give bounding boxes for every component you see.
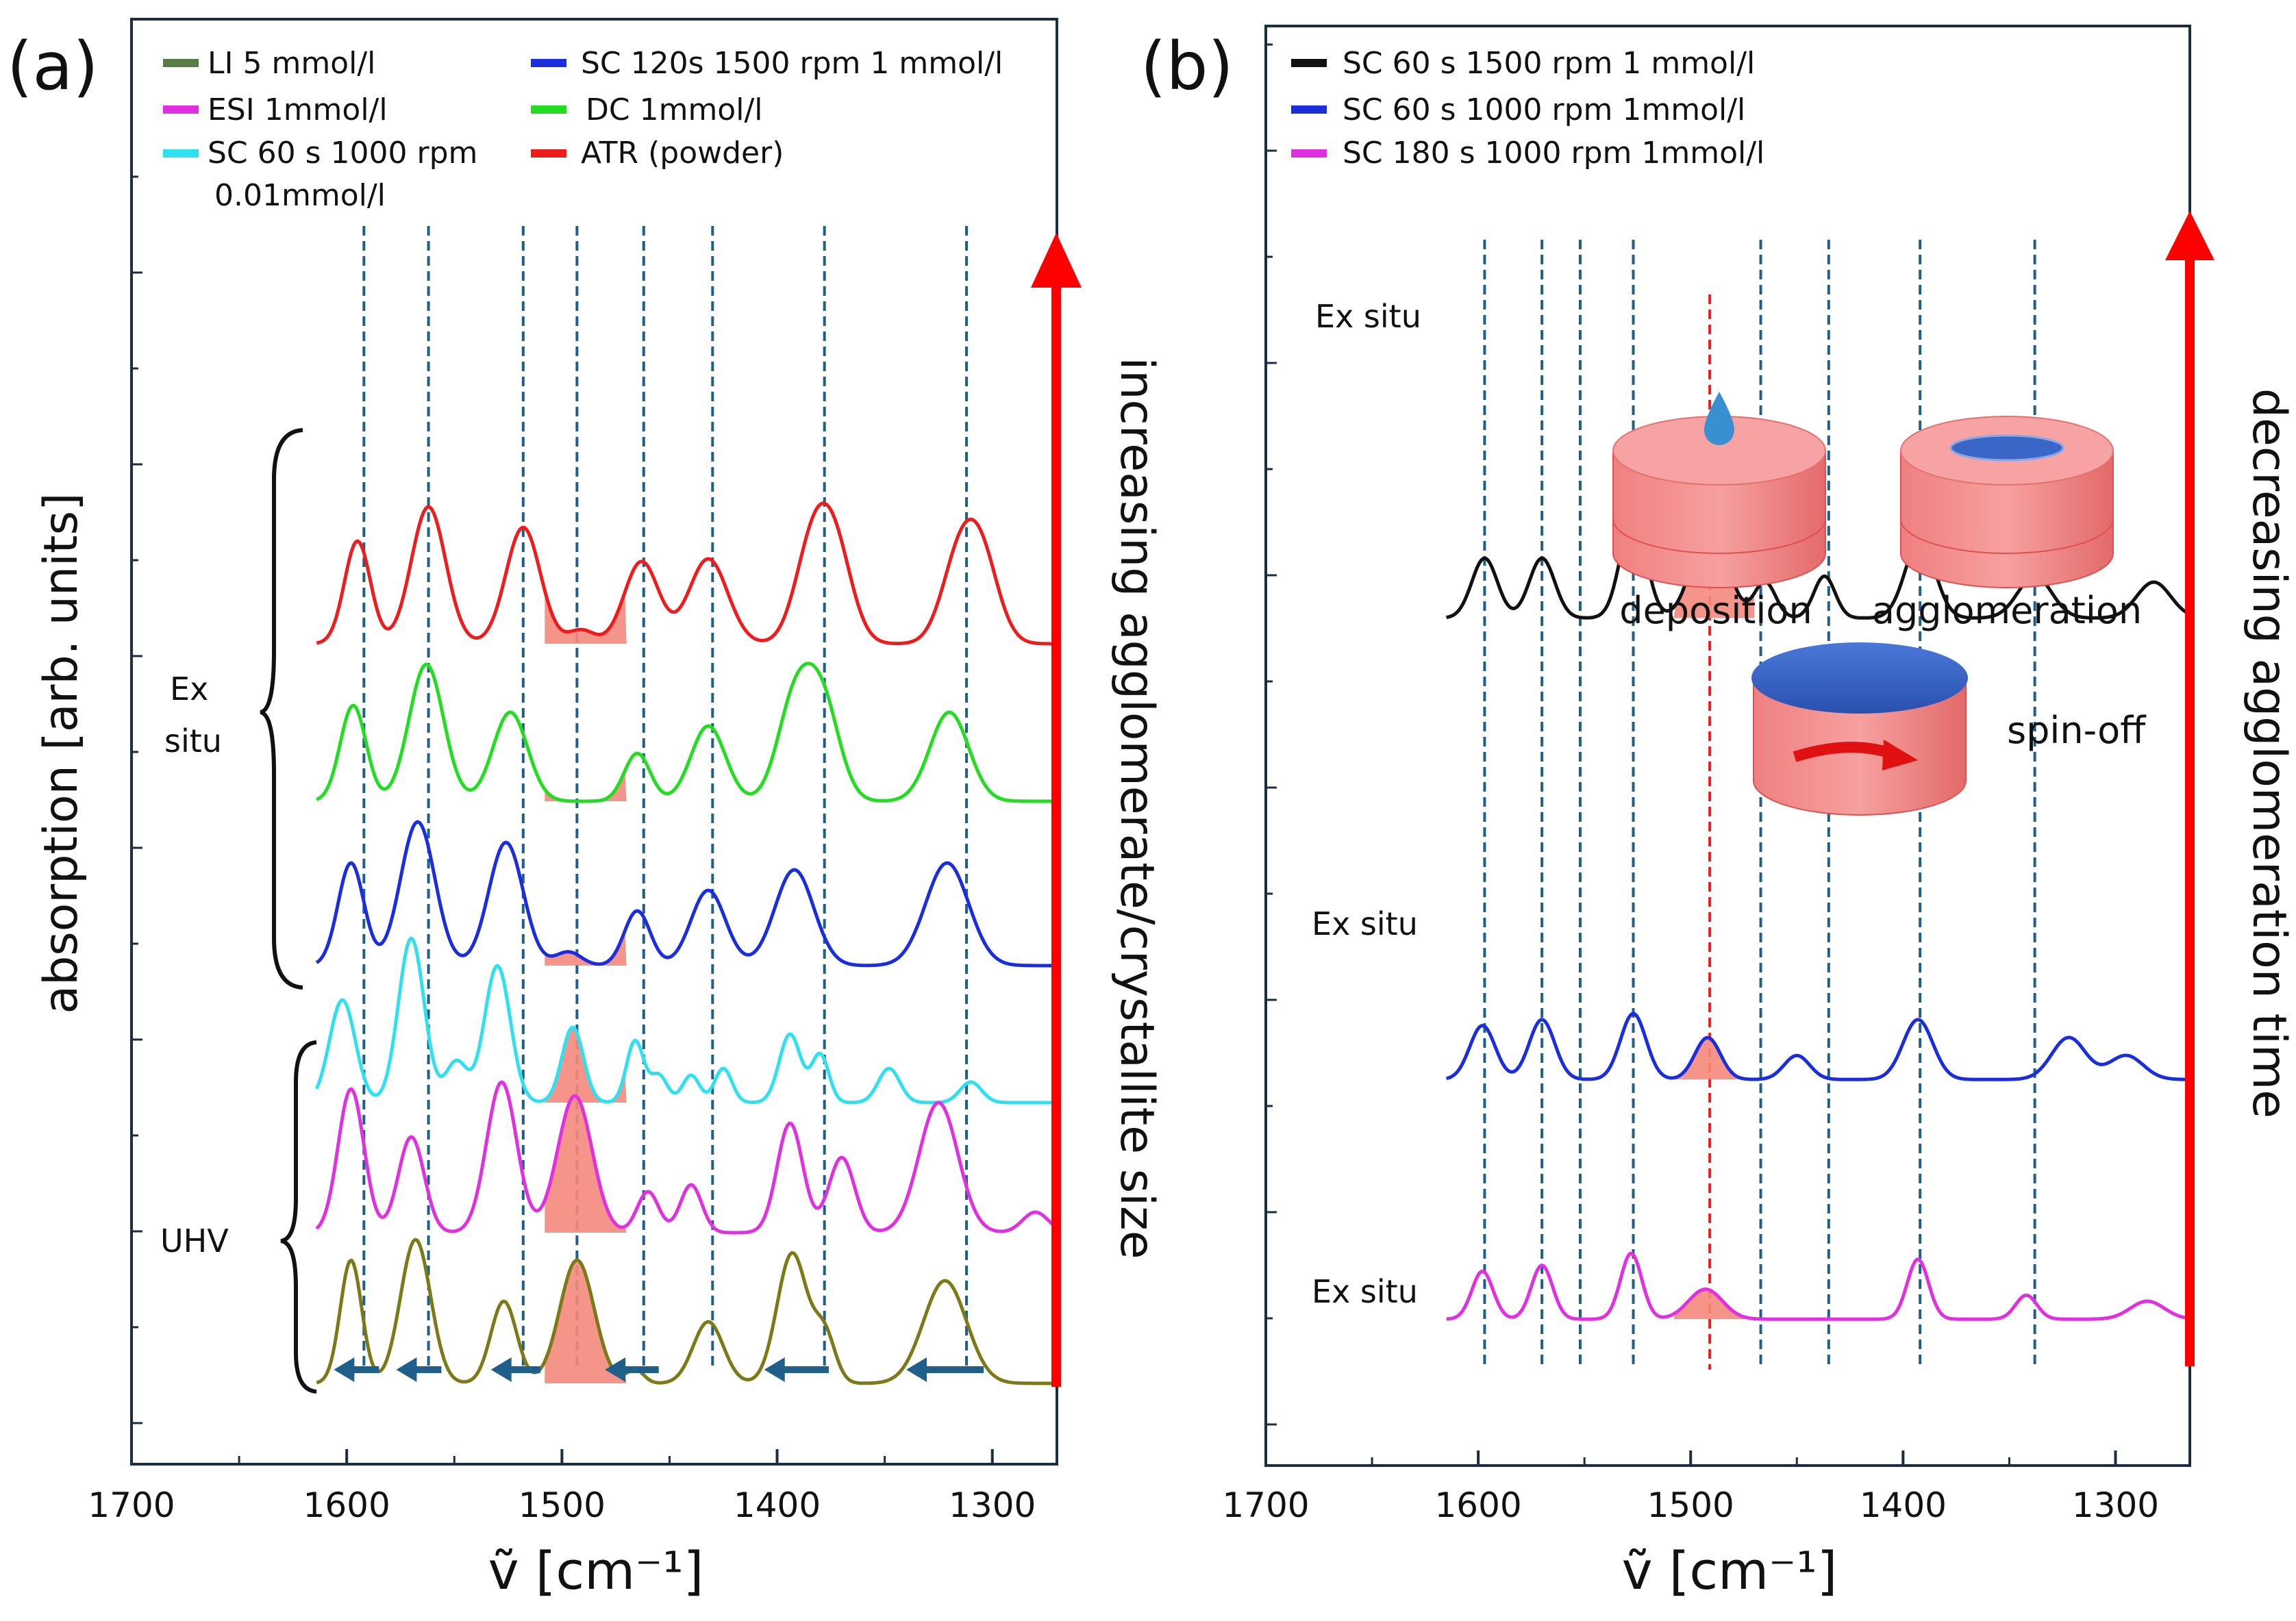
legend-label-sc120: SC 120s 1500 rpm 1 mmol/l: [581, 46, 1003, 81]
panel-a-size-arrow: [1031, 233, 1082, 1387]
droplet-icon: [1704, 392, 1734, 445]
x-tick-label: 1400: [1860, 1485, 1947, 1525]
series-line-sc-60-s-1000-rpm-1mmol-l: [1445, 1011, 2190, 1081]
x-tick-label: 1400: [734, 1485, 821, 1525]
legend-label-esi: ESI 1mmol/l: [208, 92, 388, 127]
legend-label-sc60-line2: 0.01mmol/l: [214, 178, 386, 213]
inset-label-agglomeration: agglomeration: [1872, 589, 2142, 632]
x-tick-label: 1500: [1647, 1485, 1734, 1525]
panel-a-frame: [130, 18, 1058, 1466]
series-line-dc-1mmol-l: [316, 662, 1057, 803]
panel-a-side-label: increasing agglomerate/crystallite size: [1110, 357, 1164, 1259]
panel-b-x-ticks: 1700 1600 1500 1400 1300: [1222, 1450, 2159, 1525]
shaded-band: [545, 590, 627, 644]
shift-arrow-head-icon: [490, 1357, 512, 1382]
shaded-band: [545, 1096, 627, 1233]
panel-a-letter: (a): [7, 28, 99, 105]
panel-a-x-ticks: 1700 1600 1500 1400 1300: [88, 1449, 1036, 1525]
film-layer: [1949, 434, 2064, 462]
row-label-top: Ex situ: [1315, 298, 1421, 335]
spin-off-cylinder: [1751, 642, 1968, 816]
series-line-atr-powder: [316, 501, 1057, 646]
shift-arrow-head-icon: [334, 1357, 355, 1382]
legend-label-dc: DC 1mmol/l: [586, 92, 763, 127]
x-tick-label: 1500: [519, 1485, 606, 1525]
group-label-uhv: UHV: [160, 1222, 229, 1259]
shift-arrow-head-icon: [605, 1357, 626, 1382]
panel-a: (a) 1700 1600 1500 1400 1300 LI 5 mmol/l ESI…: [7, 18, 1164, 1601]
panel-a-xlabel: ṽ [cm⁻¹]: [488, 1540, 704, 1601]
shift-arrow-head-icon: [906, 1357, 927, 1382]
x-tick-label: 1700: [88, 1485, 175, 1525]
x-tick-label: 1300: [949, 1485, 1036, 1525]
panel-a-ylabel: absorption [arb. units]: [34, 492, 88, 1014]
legend-label-sc60: SC 60 s 1000 rpm: [208, 136, 477, 171]
legend-label-sc180: SC 180 s 1000 rpm 1mmol/l: [1343, 136, 1764, 171]
panel-b: (b) 1700 1600 1500 1400 1300 SC 60 s 1500 rp…: [1140, 25, 2296, 1601]
inset-illustration: deposition agglomeration spin-off: [1612, 392, 2147, 816]
shift-arrow-head-icon: [396, 1357, 417, 1382]
panel-a-shaded-bands: [545, 590, 627, 1383]
x-tick-label: 1700: [1222, 1485, 1309, 1525]
shaded-band: [545, 770, 627, 801]
agglomeration-cylinder: [1900, 416, 2114, 588]
panel-a-legend: LI 5 mmol/l ESI 1mmol/l SC 60 s 1000 rpm…: [163, 46, 1003, 213]
panel-b-series: [1445, 514, 2191, 1321]
group-label-ex: Ex: [170, 670, 208, 707]
series-line-sc-180-s-1000-rpm-1mmol-l: [1446, 1251, 2191, 1321]
rotation-arrow-icon: [1793, 742, 1893, 762]
panel-b-side-label: decreasing agglomeration time: [2242, 388, 2296, 1118]
panel-b-y-ticks: [1266, 43, 1277, 1426]
series-line-sc-60-s-1500-rpm-1-mmol-l: [1446, 514, 2191, 620]
x-tick-label: 1300: [2072, 1485, 2159, 1525]
series-line-sc-120s-1500-rpm-1-mmol-l: [315, 820, 1057, 968]
deposition-cylinder: [1612, 392, 1826, 588]
inset-label-spin-off: spin-off: [2007, 709, 2147, 752]
panel-b-time-arrow: [2165, 211, 2214, 1366]
x-tick-label: 1600: [1434, 1485, 1521, 1525]
brace-ex-situ: [260, 428, 303, 990]
legend-label-sc60-1000: SC 60 s 1000 rpm 1mmol/l: [1343, 92, 1745, 127]
panel-a-shift-arrows: [334, 1357, 984, 1382]
inset-label-deposition: deposition: [1619, 589, 1812, 632]
series-line-li-5-mmol-l: [316, 1237, 1057, 1385]
panel-b-legend: SC 60 s 1500 rpm 1 mmol/l SC 60 s 1000 r…: [1291, 46, 1764, 171]
panel-b-letter: (b): [1140, 28, 1234, 105]
panel-b-reference-lines: [1483, 240, 2036, 1370]
panel-a-y-ticks: [132, 175, 142, 1424]
legend-label-sc60-1500: SC 60 s 1500 rpm 1 mmol/l: [1343, 46, 1755, 81]
brace-uhv: [280, 1040, 317, 1394]
legend-label-li: LI 5 mmol/l: [208, 46, 375, 81]
shaded-band: [545, 930, 627, 966]
legend-label-atr: ATR (powder): [581, 136, 784, 171]
shaded-band: [1673, 1038, 1755, 1080]
series-line-esi-1mmol-l: [315, 1080, 1058, 1235]
panel-a-series: [314, 501, 1058, 1385]
group-label-situ: situ: [164, 722, 222, 759]
series-line-sc-60-s-1000-rpm-0-01mmol-l: [314, 936, 1057, 1105]
panel-b-xlabel: ṽ [cm⁻¹]: [1622, 1540, 1838, 1601]
shift-arrow-head-icon: [764, 1357, 785, 1382]
panel-a-reference-lines: [362, 226, 969, 1370]
row-label-bottom: Ex situ: [1312, 1273, 1418, 1310]
x-tick-label: 1600: [303, 1485, 390, 1525]
panel-b-shaded-bands: [1673, 522, 1755, 1320]
row-label-middle: Ex situ: [1312, 905, 1418, 942]
